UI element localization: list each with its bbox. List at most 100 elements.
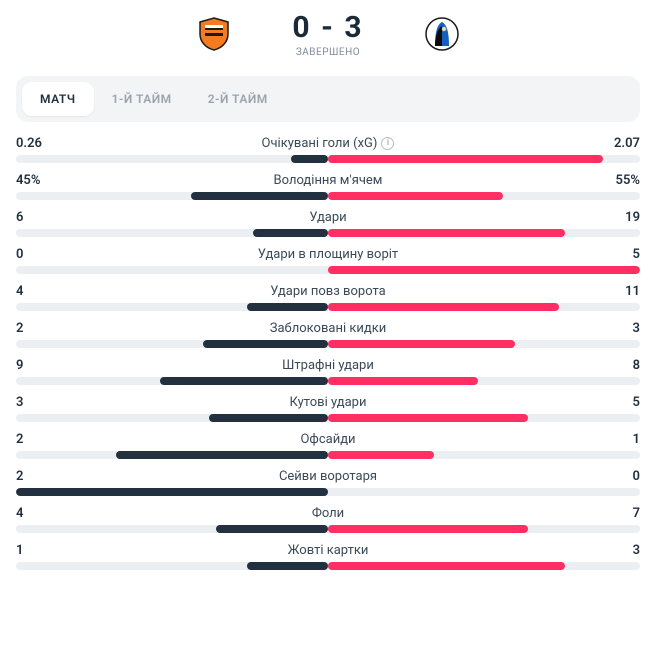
stat-bar-home bbox=[291, 155, 328, 163]
away-score: 3 bbox=[344, 10, 363, 45]
stat-home-value: 0 bbox=[16, 247, 50, 262]
stat-away-value: 8 bbox=[606, 358, 640, 373]
stat-row: 45% Володіння м'ячем 55% bbox=[16, 173, 640, 200]
stat-head: 2 Заблоковані кидки 3 bbox=[16, 321, 640, 336]
score-block: 0 - 3 ЗАВЕРШЕНО bbox=[292, 10, 363, 58]
stat-bar-away bbox=[328, 377, 478, 385]
home-score: 0 bbox=[292, 10, 311, 45]
stat-away-value: 7 bbox=[606, 506, 640, 521]
stat-row: 0 Удари в площину воріт 5 bbox=[16, 247, 640, 274]
stat-bar-home bbox=[203, 340, 328, 348]
stat-home-value: 9 bbox=[16, 358, 50, 373]
stat-row: 9 Штрафні удари 8 bbox=[16, 358, 640, 385]
stat-bar-home bbox=[191, 192, 328, 200]
stat-bars bbox=[16, 488, 640, 496]
stat-away-value: 5 bbox=[606, 247, 640, 262]
stat-bar-home bbox=[160, 377, 328, 385]
stat-bars bbox=[16, 377, 640, 385]
stat-home-value: 45% bbox=[16, 173, 50, 188]
stat-bar-away bbox=[328, 562, 565, 570]
stat-title-text: Удари в площину воріт bbox=[258, 247, 398, 262]
stat-bars bbox=[16, 340, 640, 348]
stat-title: Сейви воротаря bbox=[279, 469, 377, 484]
stat-bar-home bbox=[247, 562, 328, 570]
stat-bar-home bbox=[253, 229, 328, 237]
stat-bars bbox=[16, 155, 640, 163]
score-separator: - bbox=[321, 10, 344, 45]
stat-bar-away bbox=[328, 340, 515, 348]
stat-head: 6 Удари 19 bbox=[16, 210, 640, 225]
away-team-logo[interactable] bbox=[424, 16, 460, 52]
stat-title-text: Жовті картки bbox=[288, 543, 369, 558]
stat-bar-home bbox=[16, 488, 328, 496]
info-icon[interactable]: i bbox=[381, 137, 394, 150]
home-team-logo[interactable] bbox=[196, 16, 232, 52]
stat-head: 0.26 Очікувані голи (xG) i 2.07 bbox=[16, 136, 640, 151]
stat-bar-away bbox=[328, 155, 603, 163]
stat-home-value: 2 bbox=[16, 432, 50, 447]
stat-bar-away bbox=[328, 303, 559, 311]
stat-title-text: Володіння м'ячем bbox=[274, 173, 383, 188]
score-line: 0 - 3 bbox=[292, 10, 363, 45]
stat-head: 4 Фоли 7 bbox=[16, 506, 640, 521]
stat-row: 4 Удари повз ворота 11 bbox=[16, 284, 640, 311]
stat-title: Заблоковані кидки bbox=[270, 321, 387, 336]
stat-bar-home bbox=[116, 451, 328, 459]
stat-away-value: 3 bbox=[606, 321, 640, 336]
tab-period-0[interactable]: МАТЧ bbox=[22, 82, 94, 116]
stat-head: 45% Володіння м'ячем 55% bbox=[16, 173, 640, 188]
stat-bars bbox=[16, 266, 640, 274]
stat-away-value: 1 bbox=[606, 432, 640, 447]
stat-title: Штрафні удари bbox=[282, 358, 374, 373]
stat-title-text: Кутові удари bbox=[290, 395, 367, 410]
stat-bar-home bbox=[216, 525, 328, 533]
stat-title: Володіння м'ячем bbox=[274, 173, 383, 188]
stat-away-value: 2.07 bbox=[606, 136, 640, 151]
stat-title-text: Удари bbox=[309, 210, 346, 225]
stat-bar-away bbox=[328, 414, 528, 422]
stat-bars bbox=[16, 451, 640, 459]
tab-period-2[interactable]: 2-Й ТАЙМ bbox=[190, 82, 286, 116]
stat-home-value: 4 bbox=[16, 506, 50, 521]
stat-title-text: Удари повз ворота bbox=[270, 284, 385, 299]
stat-bar-away bbox=[328, 525, 528, 533]
period-tabs: МАТЧ1-Й ТАЙМ2-Й ТАЙМ bbox=[16, 76, 640, 122]
stat-title-text: Офсайди bbox=[300, 432, 355, 447]
stat-bars bbox=[16, 303, 640, 311]
stat-head: 2 Сейви воротаря 0 bbox=[16, 469, 640, 484]
match-status: ЗАВЕРШЕНО bbox=[292, 47, 363, 58]
stat-title: Фоли bbox=[312, 506, 344, 521]
stat-head: 4 Удари повз ворота 11 bbox=[16, 284, 640, 299]
stat-title-text: Заблоковані кидки bbox=[270, 321, 387, 336]
stat-home-value: 2 bbox=[16, 469, 50, 484]
stat-row: 4 Фоли 7 bbox=[16, 506, 640, 533]
stat-home-value: 4 bbox=[16, 284, 50, 299]
stat-bar-away bbox=[328, 451, 434, 459]
match-header: 0 - 3 ЗАВЕРШЕНО bbox=[0, 0, 656, 64]
stat-head: 2 Офсайди 1 bbox=[16, 432, 640, 447]
stat-row: 0.26 Очікувані голи (xG) i 2.07 bbox=[16, 136, 640, 163]
stat-title-text: Штрафні удари bbox=[282, 358, 374, 373]
stat-head: 9 Штрафні удари 8 bbox=[16, 358, 640, 373]
stat-head: 1 Жовті картки 3 bbox=[16, 543, 640, 558]
stat-away-value: 0 bbox=[606, 469, 640, 484]
stat-away-value: 11 bbox=[606, 284, 640, 299]
stat-bar-away bbox=[328, 266, 640, 274]
tab-period-1[interactable]: 1-Й ТАЙМ bbox=[94, 82, 190, 116]
stat-row: 1 Жовті картки 3 bbox=[16, 543, 640, 570]
stat-title: Кутові удари bbox=[290, 395, 367, 410]
stat-bar-home bbox=[209, 414, 328, 422]
stat-row: 6 Удари 19 bbox=[16, 210, 640, 237]
stat-bars bbox=[16, 229, 640, 237]
stat-title: Удари повз ворота bbox=[270, 284, 385, 299]
stat-away-value: 3 bbox=[606, 543, 640, 558]
stat-title: Офсайди bbox=[300, 432, 355, 447]
stat-title-text: Сейви воротаря bbox=[279, 469, 377, 484]
stat-bar-away bbox=[328, 229, 565, 237]
stat-title-text: Очікувані голи (xG) bbox=[262, 136, 378, 151]
stat-title: Удари bbox=[309, 210, 346, 225]
stat-row: 2 Заблоковані кидки 3 bbox=[16, 321, 640, 348]
stat-row: 3 Кутові удари 5 bbox=[16, 395, 640, 422]
stat-title: Удари в площину воріт bbox=[258, 247, 398, 262]
shakhtar-logo-icon bbox=[196, 16, 232, 52]
